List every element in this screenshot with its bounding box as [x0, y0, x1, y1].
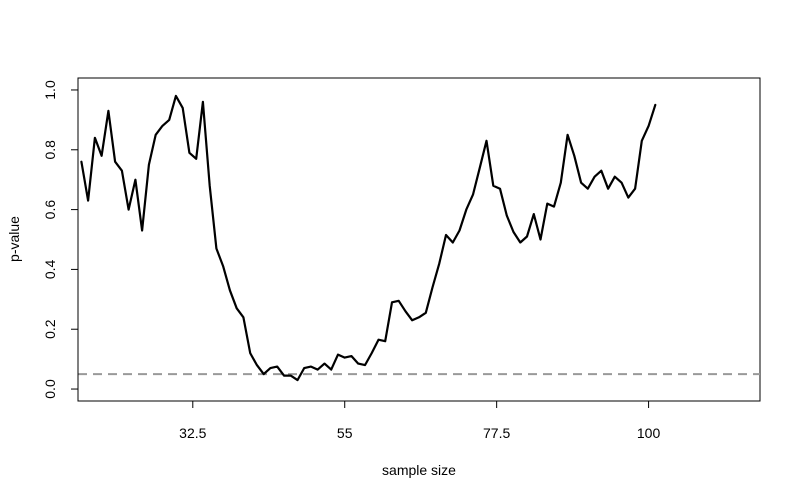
y-tick-label: 0.4 [42, 259, 58, 279]
x-tick-label: 55 [337, 425, 353, 441]
plot-frame [77, 77, 761, 402]
y-tick-label: 0.8 [42, 140, 58, 160]
x-tick-label: 32.5 [179, 425, 206, 441]
y-axis-title: p-value [6, 216, 22, 262]
y-tick-label: 0.6 [42, 200, 58, 220]
x-axis-title: sample size [382, 462, 456, 478]
series-line-0 [80, 94, 657, 382]
y-tick-label: 0.2 [42, 319, 58, 339]
y-tick-label: 0.0 [42, 379, 58, 399]
x-tick-label: 77.5 [483, 425, 510, 441]
y-tick-label: 1.0 [42, 80, 58, 100]
x-tick-label: 100 [637, 425, 661, 441]
